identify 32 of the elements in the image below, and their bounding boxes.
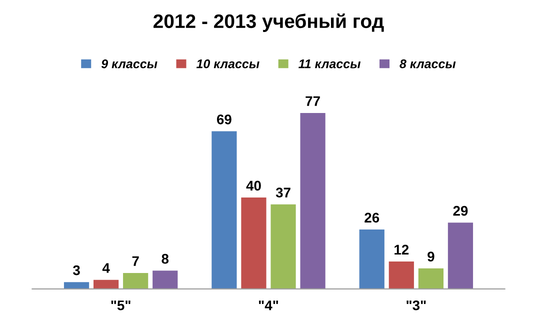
bar <box>448 222 474 289</box>
bar <box>94 280 119 289</box>
data-label: 29 <box>453 206 468 216</box>
data-label: 7 <box>132 256 139 266</box>
data-label: 37 <box>276 188 290 198</box>
data-label: 26 <box>364 212 380 223</box>
legend-label: 10 классы <box>196 59 260 68</box>
legend-label: 9 классы <box>101 59 158 68</box>
x-tick-label: "3" <box>406 300 426 310</box>
data-label: 9 <box>428 252 434 262</box>
bar <box>300 112 326 289</box>
bar <box>64 282 90 289</box>
data-label: 8 <box>162 254 169 264</box>
bar <box>388 262 414 289</box>
x-tick-label: "5" <box>111 300 130 310</box>
bar <box>123 272 148 289</box>
legend-label: 11 классы <box>298 60 361 68</box>
data-label: 12 <box>394 244 409 254</box>
data-label: 3 <box>72 265 80 276</box>
x-tick-label: "4" <box>258 300 278 310</box>
bar <box>212 131 237 289</box>
bar <box>270 204 296 289</box>
data-label: 4 <box>102 263 110 273</box>
data-label: 69 <box>216 114 232 124</box>
bar <box>152 270 178 289</box>
bar <box>418 268 444 289</box>
data-label: 77 <box>306 96 320 106</box>
chart-title: 2012 - 2013 учебный год <box>154 13 384 32</box>
data-label: 40 <box>246 180 261 191</box>
legend-label: 8 классы <box>400 59 456 68</box>
bar <box>241 198 266 289</box>
bar <box>359 230 384 289</box>
